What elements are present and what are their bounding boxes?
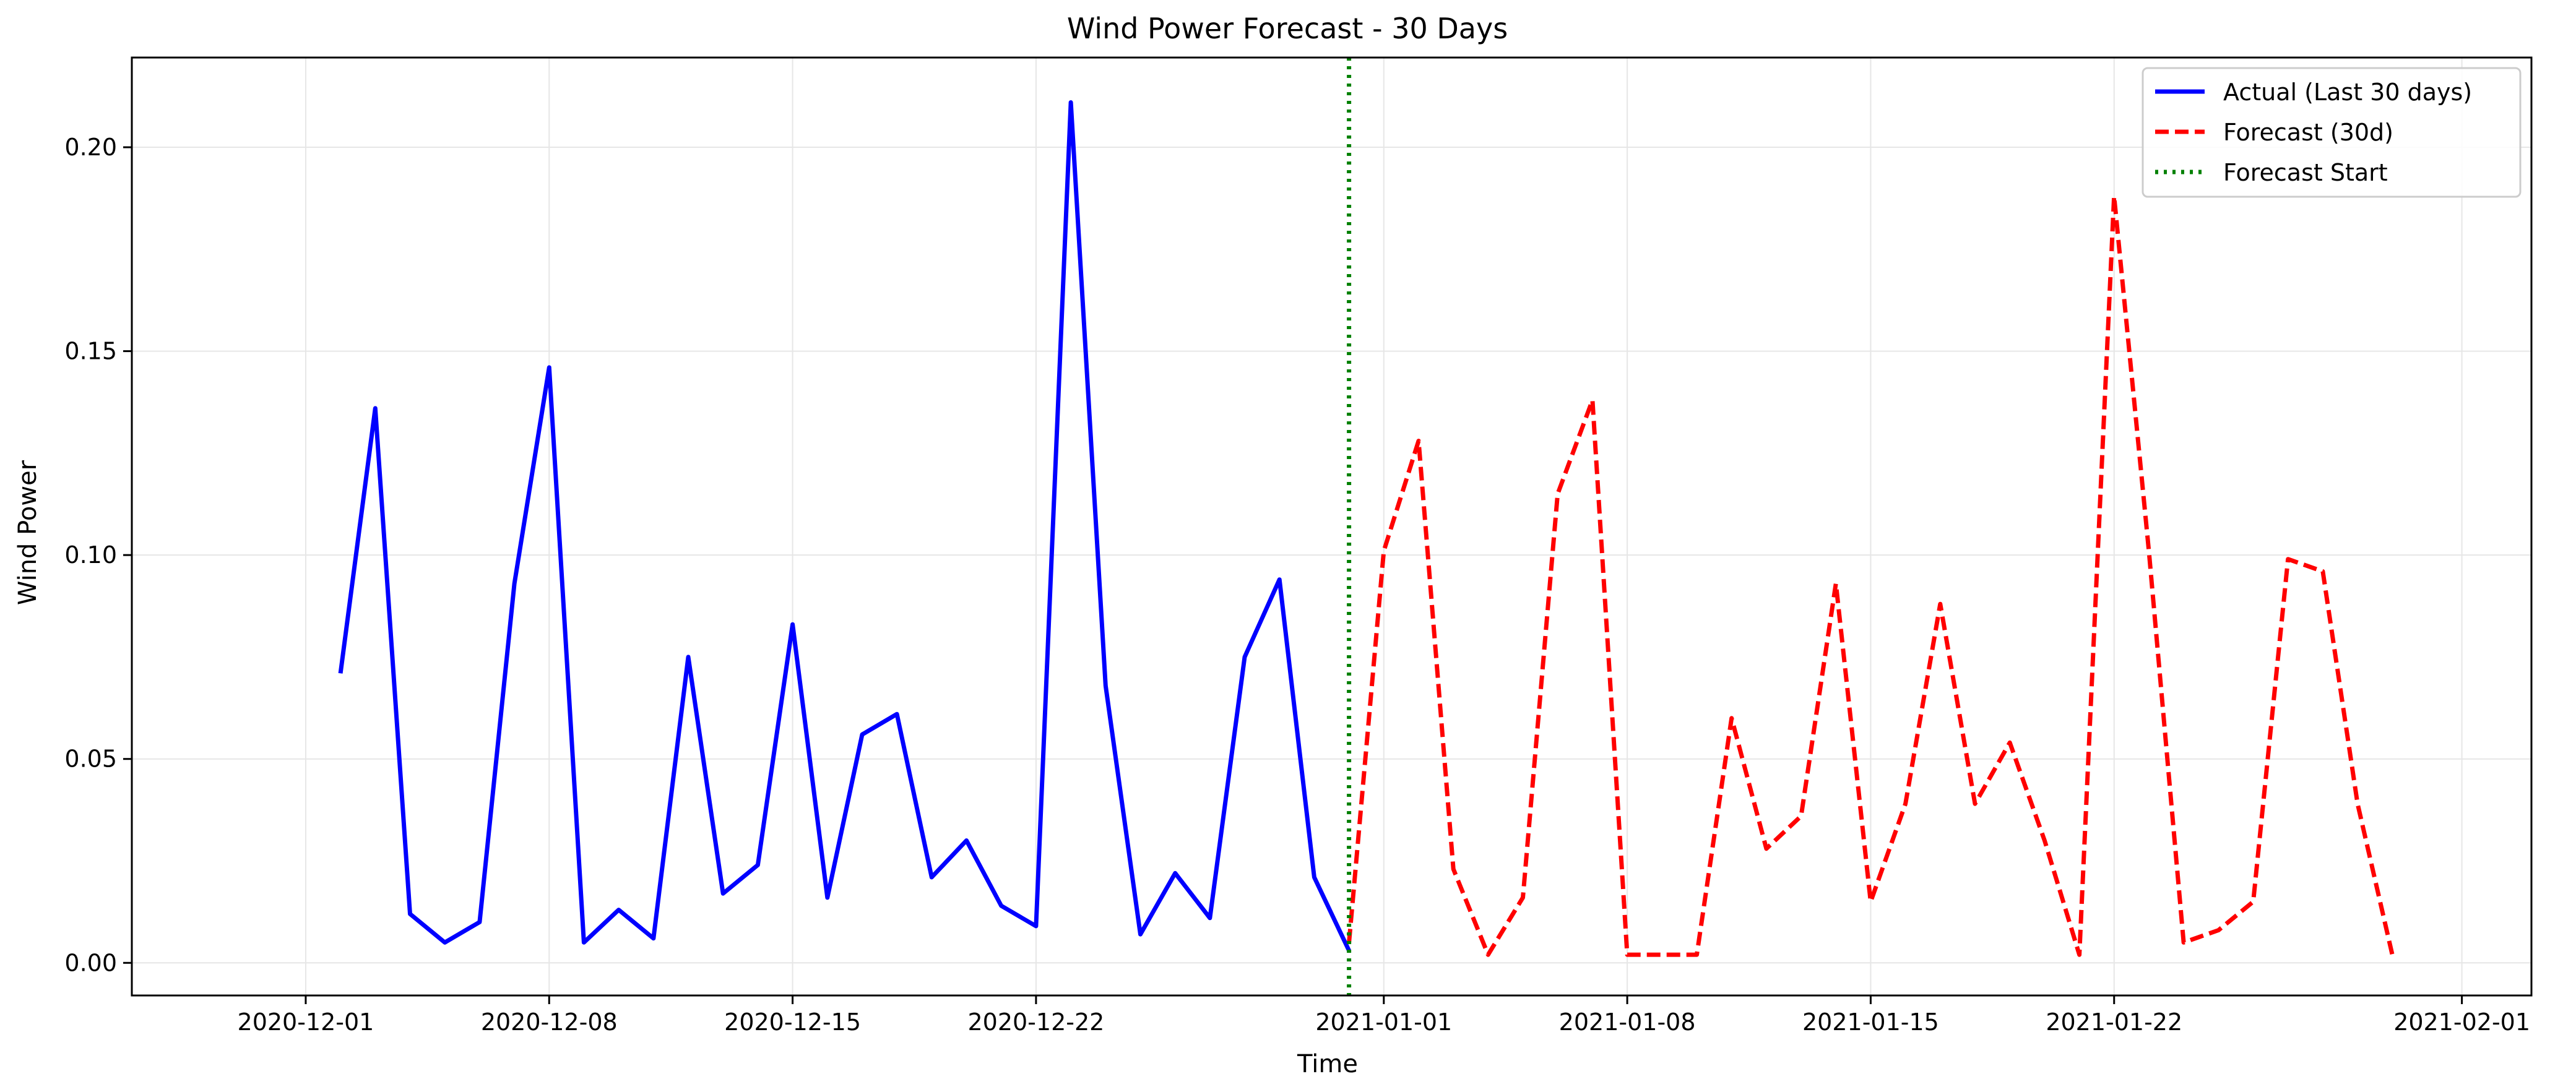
plot-frame	[131, 56, 2533, 997]
y-tick-label: 0.00	[64, 949, 117, 976]
x-axis: 2020-12-01 2020-12-08 2020-12-15 2020-12-22…	[238, 995, 2530, 1036]
actual-series-line	[338, 100, 1351, 952]
x-tick-label: 2020-12-01	[238, 1008, 374, 1036]
chart-title: Wind Power Forecast - 30 Days	[1067, 12, 1508, 45]
y-tick-label: 0.05	[64, 746, 117, 773]
series-layer	[338, 58, 2395, 995]
plot-area	[131, 56, 2533, 997]
y-axis: 0.00 0.05 0.10 0.15 0.20	[64, 134, 132, 976]
legend-label: Forecast Start	[2223, 159, 2388, 186]
x-tick-label: 2021-01-01	[1315, 1008, 1452, 1036]
y-tick-label: 0.15	[64, 338, 117, 365]
x-tick-label: 2021-01-08	[1559, 1008, 1696, 1036]
x-axis-label: Time	[1297, 1050, 1358, 1078]
x-tick-label: 2020-12-08	[481, 1008, 618, 1036]
x-tick-label: 2020-12-22	[967, 1008, 1104, 1036]
y-tick-label: 0.20	[64, 134, 117, 161]
x-tick-label: 2021-02-01	[2393, 1008, 2530, 1036]
y-axis-label: Wind Power	[14, 460, 42, 605]
x-tick-label: 2020-12-15	[724, 1008, 861, 1036]
plot-background	[132, 58, 2531, 995]
forecast-series-line	[1347, 194, 2395, 957]
legend: Actual (Last 30 days) Forecast (30d) Forec…	[2142, 67, 2522, 198]
x-tick-label: 2021-01-22	[2046, 1008, 2182, 1036]
legend-box	[2142, 67, 2522, 198]
legend-label: Actual (Last 30 days)	[2223, 79, 2472, 106]
x-tick-label: 2021-01-15	[1802, 1008, 1939, 1036]
legend-label: Forecast (30d)	[2223, 119, 2393, 146]
y-tick-label: 0.10	[64, 541, 117, 569]
